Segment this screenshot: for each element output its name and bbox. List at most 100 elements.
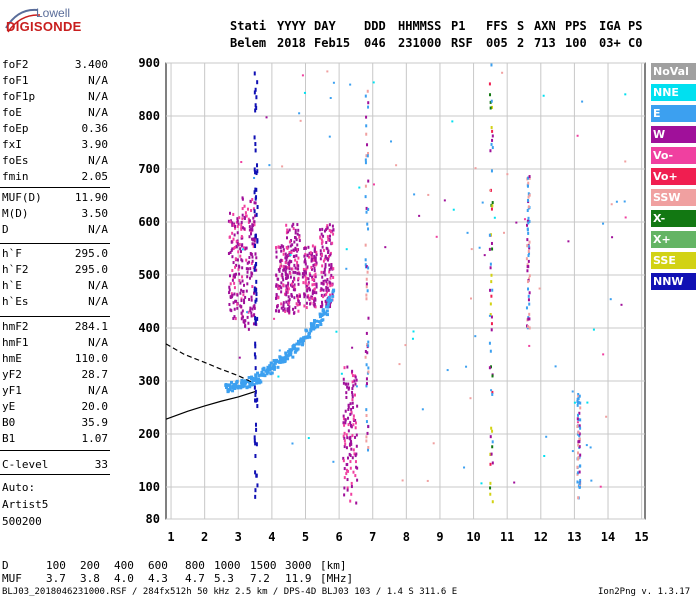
echo-point bbox=[250, 227, 253, 231]
echo-point bbox=[327, 256, 330, 260]
echo-point bbox=[256, 239, 259, 244]
echo-point bbox=[282, 278, 285, 282]
echo-point bbox=[253, 313, 256, 317]
echo-point bbox=[253, 304, 256, 308]
echo-point bbox=[286, 287, 289, 291]
echo-point bbox=[308, 335, 312, 339]
echo-point bbox=[491, 138, 494, 142]
param-value: 295.0 bbox=[74, 247, 108, 260]
echo-point bbox=[323, 267, 326, 271]
echo-point bbox=[288, 267, 291, 271]
echo-point bbox=[367, 207, 370, 211]
echo-point bbox=[239, 385, 243, 389]
echo-point bbox=[315, 250, 318, 254]
echo-point bbox=[242, 320, 245, 324]
echo-point bbox=[275, 283, 278, 287]
echo-point bbox=[240, 220, 243, 224]
echo-point bbox=[251, 272, 254, 276]
echo-point bbox=[298, 239, 301, 243]
echo-point bbox=[349, 460, 352, 464]
echo-point bbox=[345, 391, 348, 395]
echo-point bbox=[488, 233, 491, 237]
echo-point bbox=[299, 119, 302, 122]
echo-point bbox=[620, 303, 623, 306]
muf-unit: [MHz] bbox=[320, 572, 354, 585]
echo-point bbox=[282, 250, 285, 253]
echo-point bbox=[255, 95, 258, 100]
param-separator bbox=[0, 474, 110, 475]
echo-point bbox=[240, 222, 243, 226]
echo-point bbox=[232, 212, 235, 216]
echo-point bbox=[285, 267, 288, 271]
echo-point bbox=[296, 248, 299, 252]
echo-point bbox=[366, 351, 369, 355]
echo-point bbox=[329, 284, 332, 288]
echo-point bbox=[344, 409, 347, 413]
echo-point bbox=[292, 248, 295, 252]
echo-point bbox=[489, 106, 492, 110]
echo-point bbox=[515, 221, 518, 224]
echo-point bbox=[226, 388, 230, 392]
echo-point bbox=[321, 245, 324, 249]
echo-point bbox=[277, 284, 280, 288]
echo-point bbox=[426, 479, 429, 482]
echo-point bbox=[577, 455, 580, 459]
echo-point bbox=[365, 132, 368, 136]
param-separator bbox=[0, 243, 110, 244]
echo-point bbox=[491, 429, 494, 433]
echo-point bbox=[250, 377, 254, 381]
echo-point bbox=[310, 267, 313, 271]
echo-point bbox=[241, 207, 244, 211]
echo-point bbox=[372, 183, 375, 186]
echo-point bbox=[527, 231, 530, 235]
param-name: MUF(D) bbox=[2, 191, 42, 204]
echo-point bbox=[489, 288, 492, 292]
auto-label: Auto: bbox=[2, 481, 36, 494]
param-row: foEs N/A bbox=[2, 154, 108, 170]
echo-point bbox=[234, 257, 237, 261]
echo-point bbox=[325, 288, 328, 292]
echo-point bbox=[306, 335, 310, 339]
echo-point bbox=[412, 330, 415, 333]
param-name: foF1 bbox=[2, 74, 29, 87]
echo-point bbox=[290, 251, 293, 255]
echo-point bbox=[527, 277, 530, 281]
param-row: foF1p N/A bbox=[2, 90, 108, 106]
echo-point bbox=[421, 408, 424, 411]
d-label: D bbox=[2, 559, 9, 572]
param-row: C-level 33 bbox=[2, 458, 108, 474]
echo-point bbox=[325, 286, 328, 290]
echo-point bbox=[292, 222, 295, 226]
echo-point bbox=[526, 269, 529, 273]
echo-point bbox=[326, 247, 329, 251]
echo-point bbox=[240, 227, 243, 231]
echo-point bbox=[320, 253, 323, 257]
echo-point bbox=[270, 371, 274, 375]
echo-point bbox=[321, 300, 324, 304]
echo-point bbox=[251, 255, 254, 259]
echo-point bbox=[283, 267, 286, 271]
echo-point bbox=[332, 81, 335, 84]
echo-point bbox=[365, 115, 368, 119]
echo-point bbox=[293, 350, 297, 354]
echo-point bbox=[355, 378, 358, 382]
echo-point bbox=[247, 267, 250, 271]
param-name: foE bbox=[2, 106, 22, 119]
echo-point bbox=[354, 460, 357, 464]
echo-point bbox=[404, 344, 407, 347]
echo-point bbox=[302, 281, 305, 285]
header-yyyy: YYYY bbox=[277, 19, 306, 33]
echo-point bbox=[313, 326, 317, 330]
echo-point bbox=[277, 375, 280, 378]
echo-point bbox=[241, 315, 244, 319]
echo-point bbox=[365, 285, 368, 289]
echo-point bbox=[528, 302, 531, 306]
echo-point bbox=[355, 444, 358, 448]
echo-point bbox=[488, 247, 491, 251]
echo-point bbox=[579, 478, 582, 482]
echo-point bbox=[367, 101, 370, 105]
echo-point bbox=[312, 263, 315, 267]
echo-point bbox=[483, 254, 486, 257]
echo-point bbox=[253, 435, 256, 440]
echo-point bbox=[307, 281, 310, 285]
